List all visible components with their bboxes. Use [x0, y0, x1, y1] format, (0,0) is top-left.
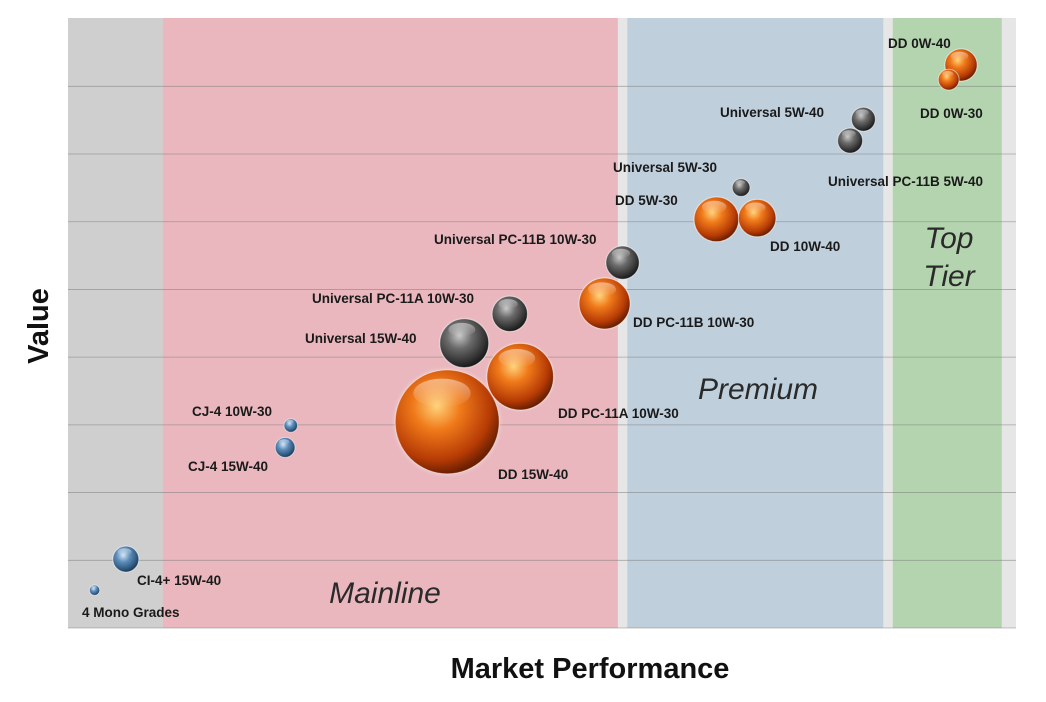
bubble: [692, 195, 741, 244]
tier-labels: Mainline Premium Top Tier: [329, 222, 976, 610]
plot-background: [68, 18, 1016, 628]
y-axis-title: Value: [23, 288, 55, 364]
bubble-label: Universal PC-11B 5W-40: [828, 174, 983, 189]
bubble-label: 4 Mono Grades: [82, 605, 180, 620]
bubble-label: Universal PC-11A 10W-30: [312, 291, 474, 306]
bubble: [731, 178, 751, 198]
bubble: [836, 127, 864, 155]
bubble-label: DD 0W-30: [920, 106, 983, 121]
bubble-label: Universal PC-11B 10W-30: [434, 232, 597, 247]
bubble: [274, 436, 296, 459]
bubble: [88, 584, 101, 596]
tier-label: Premium: [698, 373, 818, 406]
bubble-label: DD 5W-30: [615, 193, 678, 208]
bubble: [490, 294, 529, 333]
bubble: [437, 316, 491, 370]
bubble: [577, 275, 633, 331]
tier-band: [162, 18, 618, 628]
bubble-label: CI-4+ 15W-40: [137, 573, 221, 588]
bubble: [736, 197, 778, 239]
bubble-label: DD PC-11B 10W-30: [633, 315, 754, 330]
tier-label: Tier: [923, 260, 975, 293]
bubble: [111, 545, 140, 574]
bubble-label: DD 15W-40: [498, 467, 568, 482]
tier-band: [627, 18, 884, 628]
bubble: [484, 340, 557, 413]
bubble: [850, 106, 877, 133]
bubble: [283, 418, 299, 433]
bubble-label: Universal 5W-30: [613, 160, 717, 175]
tier-label: Mainline: [329, 577, 441, 610]
bubble-label: DD 0W-40: [888, 36, 951, 51]
bubble-label: Universal 15W-40: [305, 331, 417, 346]
bubble-label: Universal 5W-40: [720, 105, 824, 120]
bubble-label: DD 10W-40: [770, 239, 840, 254]
tier-band: [892, 18, 1002, 628]
bubble-label: DD PC-11A 10W-30: [558, 406, 679, 421]
bubble-label: CJ-4 10W-30: [192, 404, 272, 419]
bubble: [604, 244, 641, 281]
tier-label: Top: [925, 222, 974, 255]
bubbles: [88, 47, 979, 596]
bubble: [391, 365, 504, 478]
tier-band: [68, 18, 163, 628]
x-axis-title: Market Performance: [451, 653, 730, 685]
bubble-labels: 4 Mono Grades CI-4+ 15W-40 CJ-4 10W-30 CJ-4…: [82, 36, 983, 620]
bubble-label: CJ-4 15W-40: [188, 459, 268, 474]
bubble: [937, 68, 960, 91]
